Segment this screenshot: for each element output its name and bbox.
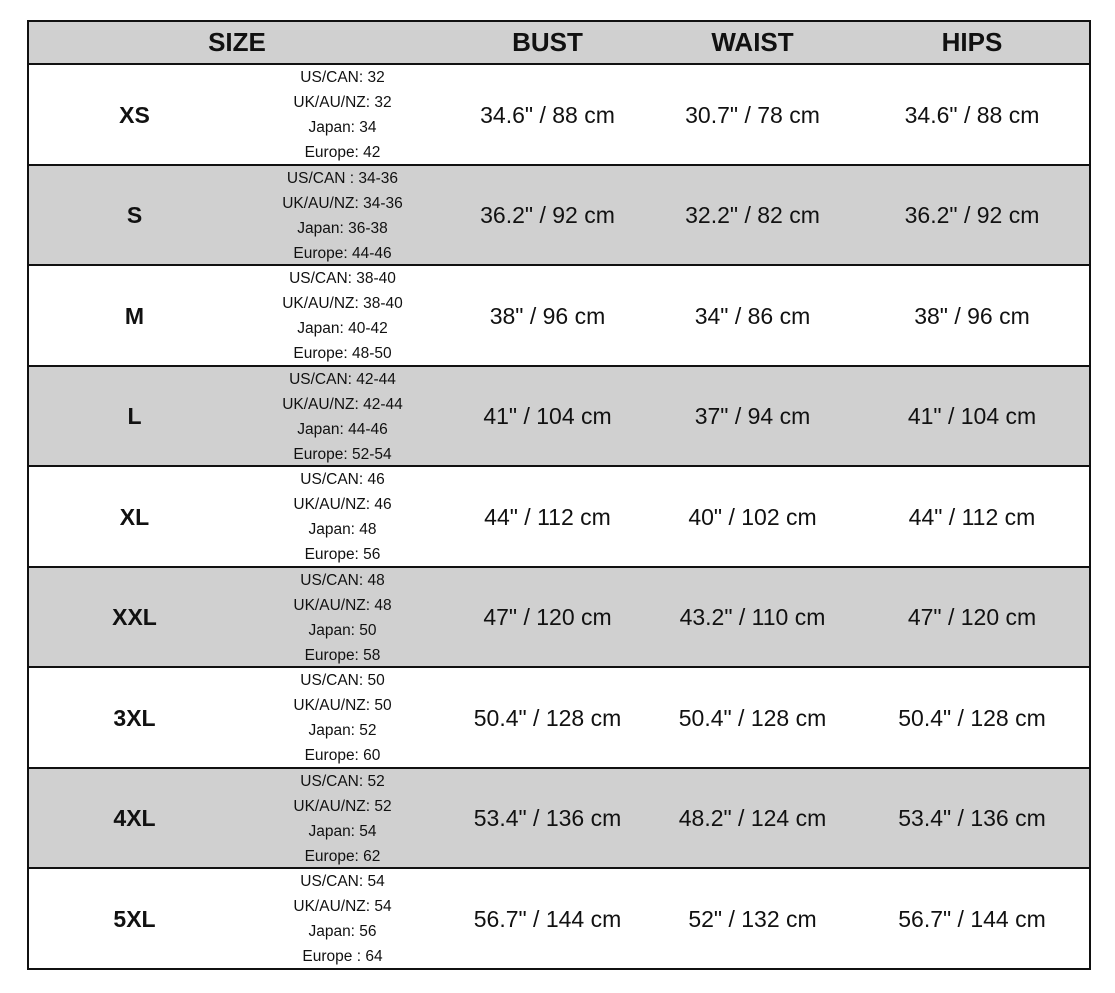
waist-value: 50.4" / 128 cm (678, 704, 827, 731)
region-size-line: Japan: 36-38 (297, 219, 388, 237)
table-body: XS US/CAN: 32 UK/AU/NZ: 32 Japan: 34 Europe:… (29, 63, 1089, 968)
region-size-line: Japan: 44-46 (297, 420, 388, 438)
table-row: L US/CAN: 42-44 UK/AU/NZ: 42-44 Japan: 44-4… (29, 364, 1089, 467)
bust-value: 38" / 96 cm (489, 302, 606, 329)
bust-value: 56.7" / 144 cm (473, 905, 622, 932)
region-size-line: UK/AU/NZ: 42-44 (282, 395, 403, 413)
region-size-line: UK/AU/NZ: 38-40 (282, 295, 403, 312)
hips-value: 50.4" / 128 cm (898, 704, 1046, 731)
waist-value: 30.7" / 78 cm (685, 101, 820, 128)
waist-value: 40" / 102 cm (688, 503, 817, 530)
region-size-line: Europe: 44-46 (293, 244, 392, 262)
header-hips: HIPS (941, 27, 1003, 57)
region-size-line: US/CAN: 32 (300, 69, 385, 86)
region-size-line: US/CAN: 50 (300, 672, 385, 689)
table-row: 3XL US/CAN: 50 UK/AU/NZ: 50 Japan: 52 Europe… (29, 666, 1089, 767)
header-size: SIZE (208, 27, 266, 57)
region-sizes: US/CAN: 50 UK/AU/NZ: 50 Japan: 52 Europe: 6… (240, 668, 445, 768)
region-size-line: UK/AU/NZ: 48 (293, 596, 392, 614)
region-size-line: Japan: 54 (308, 822, 377, 840)
region-sizes: US/CAN: 42-44 UK/AU/NZ: 42-44 Japan: 44-46… (240, 367, 445, 467)
hips-value: 41" / 104 cm (907, 403, 1037, 429)
size-label: S (126, 202, 143, 228)
hips-value: 36.2" / 92 cm (904, 202, 1040, 228)
table-row: 4XL US/CAN: 52 UK/AU/NZ: 52 Japan: 54 Europe… (29, 766, 1089, 869)
region-sizes: US/CAN: 48 UK/AU/NZ: 48 Japan: 50 Europe: 5… (240, 568, 445, 668)
region-size-line: Japan: 48 (308, 521, 377, 538)
region-size-line: Japan: 50 (308, 621, 377, 639)
region-size-line: Europe: 58 (304, 646, 381, 664)
bust-value: 44" / 112 cm (484, 503, 611, 530)
region-size-line: Japan: 40-42 (297, 320, 388, 337)
region-sizes: US/CAN: 46 UK/AU/NZ: 46 Japan: 48 Europe: 5… (240, 467, 445, 567)
size-label: XXL (112, 604, 157, 630)
waist-value: 37" / 94 cm (694, 403, 811, 429)
table-row: 5XL US/CAN: 54 UK/AU/NZ: 54 Japan: 56 Europe… (29, 867, 1089, 968)
region-size-line: Europe: 42 (304, 144, 381, 161)
region-size-line: Europe: 62 (304, 847, 381, 865)
bust-value: 36.2" / 92 cm (480, 202, 615, 228)
size-chart-table: SIZE BUST WAIST HIPS XS US/CAN: 32 UK/AU/N… (27, 20, 1091, 970)
region-sizes: US/CAN: 38-40 UK/AU/NZ: 38-40 Japan: 40-42… (240, 266, 445, 366)
region-size-line: UK/AU/NZ: 46 (293, 496, 392, 513)
region-sizes: US/CAN: 52 UK/AU/NZ: 52 Japan: 54 Europe: 6… (240, 769, 445, 869)
hips-value: 38" / 96 cm (914, 302, 1030, 329)
region-sizes: US/CAN: 54 UK/AU/NZ: 54 Japan: 56 Europe : … (240, 869, 445, 969)
hips-value: 47" / 120 cm (907, 604, 1037, 630)
size-label: 4XL (113, 805, 156, 831)
region-size-line: Europe : 64 (302, 948, 383, 965)
region-size-line: UK/AU/NZ: 52 (293, 797, 392, 815)
table-row: XXL US/CAN: 48 UK/AU/NZ: 48 Japan: 50 Europe… (29, 565, 1089, 668)
region-size-line: US/CAN : 34-36 (286, 169, 399, 187)
bust-value: 53.4" / 136 cm (473, 805, 622, 831)
region-size-line: US/CAN: 38-40 (289, 270, 396, 287)
size-label: XL (119, 503, 150, 530)
table-row: XL US/CAN: 46 UK/AU/NZ: 46 Japan: 48 Europe:… (29, 465, 1089, 566)
table-row: S US/CAN : 34-36 UK/AU/NZ: 34-36 Japan: 36-… (29, 163, 1089, 266)
region-size-line: Europe: 48-50 (293, 345, 392, 362)
hips-value: 53.4" / 136 cm (898, 805, 1046, 831)
size-label: 3XL (113, 704, 156, 731)
region-size-line: US/CAN: 48 (300, 571, 385, 589)
region-size-line: UK/AU/NZ: 50 (293, 697, 392, 714)
header-bust: BUST (512, 27, 583, 57)
region-size-line: Japan: 34 (308, 119, 377, 136)
waist-value: 48.2" / 124 cm (678, 805, 827, 831)
waist-value: 34" / 86 cm (694, 302, 811, 329)
size-label: XS (119, 101, 150, 128)
region-size-line: Europe: 52-54 (293, 445, 392, 463)
region-size-line: Europe: 60 (304, 747, 381, 764)
region-size-line: Japan: 52 (308, 722, 377, 739)
waist-value: 52" / 132 cm (688, 905, 817, 932)
bust-value: 41" / 104 cm (483, 403, 612, 429)
size-label: L (127, 403, 142, 429)
bust-value: 50.4" / 128 cm (473, 704, 622, 731)
region-size-line: UK/AU/NZ: 54 (293, 898, 392, 915)
region-size-line: US/CAN: 42-44 (289, 370, 396, 388)
region-size-line: UK/AU/NZ: 32 (293, 94, 392, 111)
hips-value: 34.6" / 88 cm (904, 101, 1040, 128)
region-size-line: US/CAN: 54 (300, 873, 385, 890)
size-label: 5XL (113, 905, 156, 932)
waist-value: 43.2" / 110 cm (679, 604, 826, 630)
bust-value: 34.6" / 88 cm (480, 101, 615, 128)
region-sizes: US/CAN : 34-36 UK/AU/NZ: 34-36 Japan: 36-3… (240, 166, 445, 266)
table-row: M US/CAN: 38-40 UK/AU/NZ: 38-40 Japan: 40-4… (29, 264, 1089, 365)
region-size-line: UK/AU/NZ: 34-36 (282, 194, 403, 212)
table-row: XS US/CAN: 32 UK/AU/NZ: 32 Japan: 34 Europe:… (29, 63, 1089, 164)
region-size-line: Japan: 56 (308, 923, 377, 940)
header-waist: WAIST (711, 27, 794, 57)
bust-value: 47" / 120 cm (483, 604, 612, 630)
region-size-line: Europe: 56 (304, 546, 381, 563)
header-row: SIZE BUST WAIST HIPS (29, 22, 1089, 63)
hips-value: 44" / 112 cm (908, 503, 1036, 530)
region-size-line: US/CAN: 52 (300, 772, 385, 790)
size-label: M (124, 302, 145, 329)
hips-value: 56.7" / 144 cm (898, 905, 1046, 932)
region-sizes: US/CAN: 32 UK/AU/NZ: 32 Japan: 34 Europe: 4… (240, 65, 445, 165)
region-size-line: US/CAN: 46 (300, 471, 385, 488)
waist-value: 32.2" / 82 cm (685, 202, 820, 228)
